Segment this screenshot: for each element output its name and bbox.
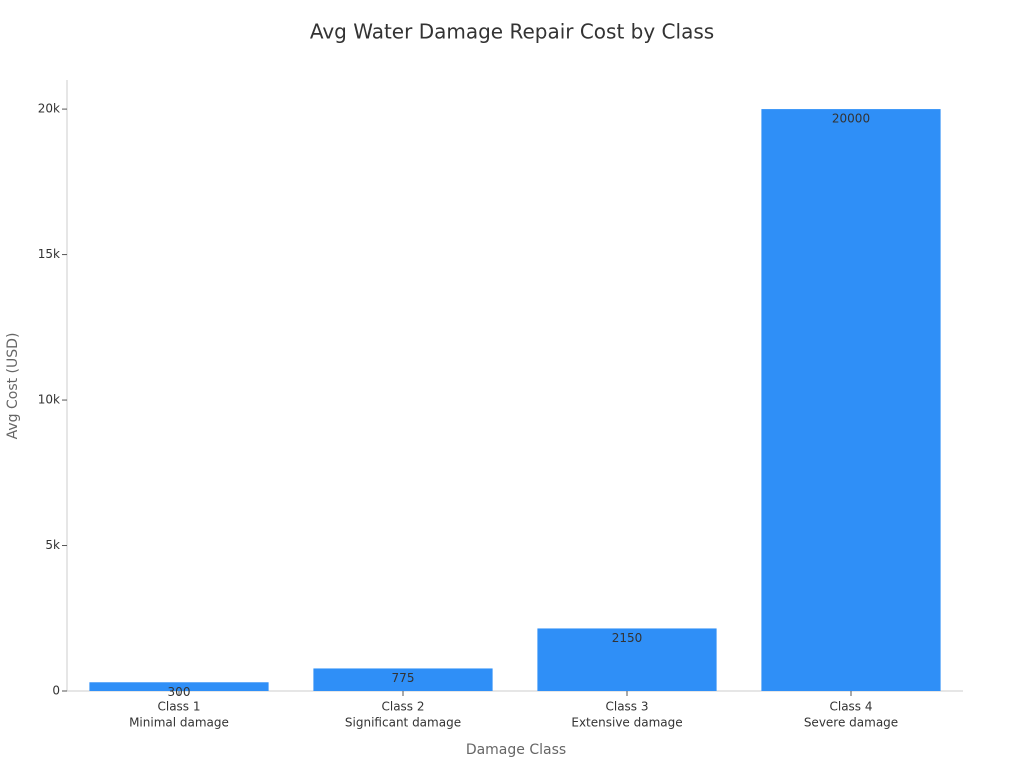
x-tick-label: Class 4: [829, 700, 872, 714]
y-axis-title: Avg Cost (USD): [5, 333, 21, 440]
y-tick-label: 0: [52, 684, 60, 698]
value-label: 775: [392, 671, 415, 685]
x-tick-label: Severe damage: [804, 716, 898, 730]
value-label: 300: [168, 685, 191, 699]
bar: [313, 668, 493, 691]
x-tick-label: Class 2: [381, 700, 424, 714]
x-tick-label: Class 3: [605, 700, 648, 714]
value-label: 2150: [612, 631, 643, 645]
y-tick-label: 5k: [45, 538, 60, 552]
x-tick-label: Minimal damage: [129, 716, 229, 730]
value-label: 20000: [832, 112, 870, 126]
x-tick-label: Significant damage: [345, 716, 461, 730]
x-axis-title: Damage Class: [466, 742, 566, 758]
bar: [89, 682, 269, 691]
y-tick-label: 20k: [38, 102, 60, 116]
y-tick-label: 10k: [38, 393, 60, 407]
bar: [761, 109, 941, 692]
chart-title: Avg Water Damage Repair Cost by Class: [310, 20, 714, 44]
bar: [537, 628, 717, 691]
x-tick-label: Class 1: [157, 700, 200, 714]
y-tick-label: 15k: [38, 247, 60, 261]
x-tick-label: Extensive damage: [571, 716, 682, 730]
